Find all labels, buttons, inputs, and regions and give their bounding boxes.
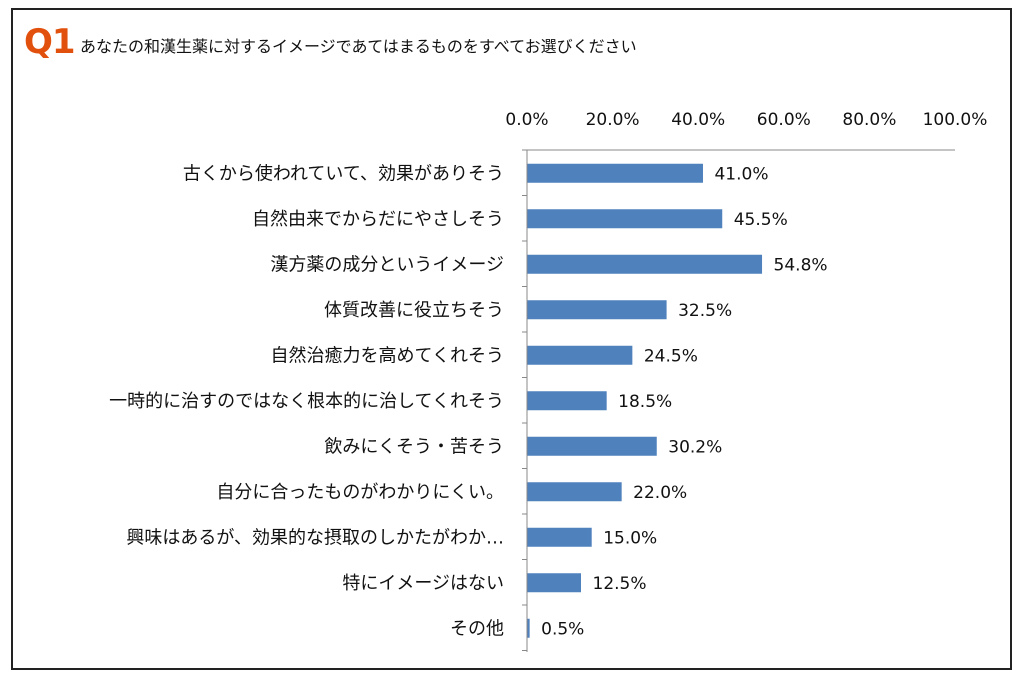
data-label: 0.5% xyxy=(541,619,584,639)
data-label: 15.0% xyxy=(603,528,657,548)
x-tick-label: 100.0% xyxy=(923,110,988,130)
bar xyxy=(527,618,530,638)
data-label: 18.5% xyxy=(618,392,672,412)
bar xyxy=(527,436,657,456)
bar xyxy=(527,345,633,365)
data-label: 45.5% xyxy=(734,210,788,230)
question-number-badge: Q1 xyxy=(24,22,76,62)
x-tick-label: 40.0% xyxy=(671,110,725,130)
category-label: 体質改善に役立ちそう xyxy=(324,300,504,321)
category-label: 漢方薬の成分というイメージ xyxy=(270,254,504,275)
x-tick-label: 20.0% xyxy=(586,110,640,130)
chart-frame xyxy=(11,8,1012,670)
data-label: 54.8% xyxy=(774,255,828,275)
bar xyxy=(527,209,723,229)
bar xyxy=(527,527,592,547)
data-label: 24.5% xyxy=(644,346,698,366)
data-label: 30.2% xyxy=(668,437,722,457)
category-label: 自然由来でからだにやさしそう xyxy=(252,209,504,230)
category-label: 自分に合ったものがわかりにくい。 xyxy=(216,482,504,503)
bar xyxy=(527,391,607,411)
category-label: 古くから使われていて、効果がありそう xyxy=(183,163,504,184)
category-label: 自然治癒力を高めてくれそう xyxy=(271,345,504,366)
bar xyxy=(527,163,703,183)
data-label: 32.5% xyxy=(678,301,732,321)
category-label: 特にイメージはない xyxy=(342,573,504,594)
bar xyxy=(527,573,581,593)
question-text: あなたの和漢生薬に対するイメージであてはまるものをすべてお選びください xyxy=(80,37,637,56)
category-label: その他 xyxy=(450,618,504,639)
category-label: 飲みにくそう・苦そう xyxy=(324,436,504,457)
x-tick-label: 80.0% xyxy=(842,110,896,130)
data-label: 12.5% xyxy=(593,574,647,594)
category-label: 一時的に治すのではなく根本的に治してくれそう xyxy=(109,391,504,412)
category-label: 興味はあるが、効果的な摂取のしかたがわか… xyxy=(126,527,504,548)
data-label: 22.0% xyxy=(633,483,687,503)
x-tick-label: 60.0% xyxy=(757,110,811,130)
bar xyxy=(527,482,622,502)
bar xyxy=(527,300,667,320)
x-tick-label: 0.0% xyxy=(505,110,548,130)
bar xyxy=(527,254,763,274)
data-label: 41.0% xyxy=(714,164,768,184)
